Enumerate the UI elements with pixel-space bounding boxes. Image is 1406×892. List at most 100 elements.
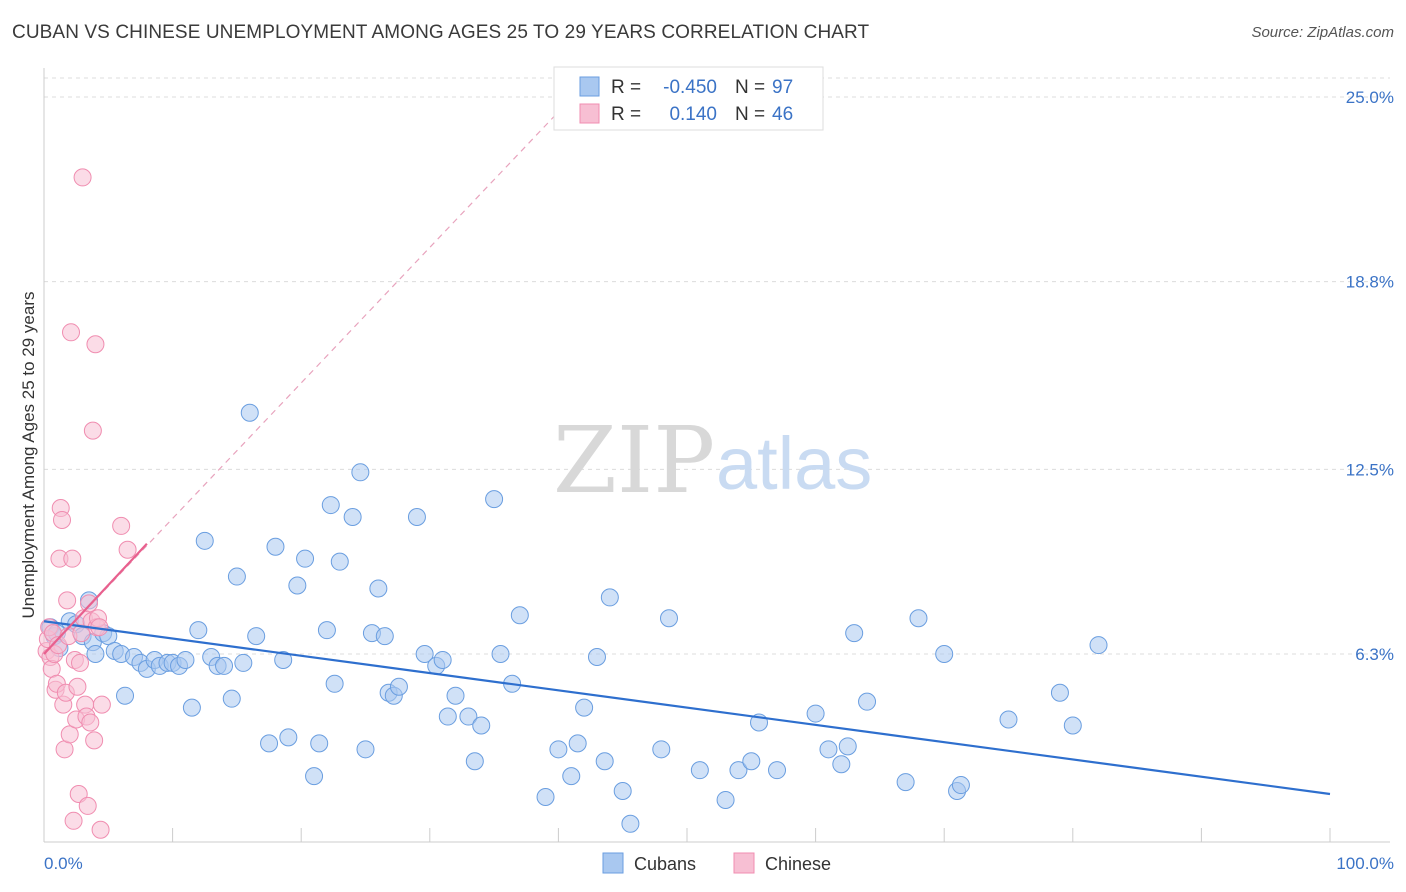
cuban-point — [536, 787, 555, 806]
trend-line-chinese — [43, 543, 148, 655]
chinese-point — [68, 677, 87, 696]
x-ticks — [172, 828, 1331, 842]
cuban-point — [896, 773, 915, 792]
y-tick-label: 25.0% — [1346, 88, 1394, 107]
cuban-point — [549, 740, 568, 759]
cuban-point — [407, 507, 426, 526]
cuban-point — [182, 698, 201, 717]
cuban-point — [215, 656, 234, 675]
cuban-point — [325, 674, 344, 693]
chinese-point — [86, 335, 105, 354]
legend-swatch-chinese — [579, 103, 600, 124]
watermark-zip: ZIP — [553, 407, 715, 514]
bottom-legend-label-chinese: Chinese — [765, 854, 831, 874]
cuban-point — [935, 645, 954, 663]
cuban-point — [433, 650, 452, 669]
cuban-point — [279, 728, 298, 747]
x-tick-label-min: 0.0% — [44, 854, 83, 873]
cuban-point — [305, 767, 324, 786]
legend-r-label-chinese: R = — [611, 104, 641, 125]
cuban-point — [1089, 636, 1108, 655]
chinese-point — [60, 725, 79, 744]
cuban-point — [240, 403, 259, 422]
cuban-point — [768, 761, 787, 780]
trend-line-cubans — [43, 620, 1331, 796]
cuban-point — [562, 767, 581, 786]
cuban-point — [1063, 716, 1082, 735]
cuban-point — [819, 740, 838, 759]
legend-r-value-cubans: -0.450 — [663, 77, 717, 98]
cuban-point — [742, 752, 761, 771]
cuban-point — [227, 567, 246, 586]
legend-r-label-cubans: R = — [611, 77, 641, 98]
chinese-point — [81, 713, 100, 732]
cuban-point — [274, 650, 293, 669]
cuban-point — [288, 576, 307, 595]
cuban-point — [472, 716, 491, 735]
source-credit: Source: ZipAtlas.com — [1251, 24, 1394, 41]
y-tick-label: 12.5% — [1346, 460, 1394, 479]
cuban-point — [806, 704, 825, 723]
chinese-point — [62, 323, 81, 342]
chinese-point — [92, 695, 111, 714]
cuban-point — [266, 537, 285, 556]
cuban-point — [613, 782, 632, 801]
cuban-point — [356, 740, 375, 759]
chinese-point — [73, 168, 92, 187]
cuban-point — [510, 606, 529, 625]
grid — [44, 77, 1390, 655]
series-cubans — [41, 403, 1108, 833]
cuban-point — [621, 814, 640, 833]
cuban-point — [951, 776, 970, 795]
cuban-point — [909, 609, 928, 628]
chinese-point — [91, 820, 110, 839]
cuban-point — [189, 621, 208, 640]
trend-lines — [43, 111, 1331, 796]
chinese-point — [78, 796, 97, 815]
cuban-point — [369, 579, 388, 598]
cuban-point — [343, 507, 362, 526]
legend-n-label-chinese: N = — [735, 104, 765, 125]
chinese-point — [118, 540, 137, 559]
cuban-point — [438, 707, 457, 726]
cuban-point — [234, 653, 253, 672]
chinese-point — [64, 811, 83, 830]
chart-title: CUBAN VS CHINESE UNEMPLOYMENT AMONG AGES… — [12, 22, 870, 43]
cuban-point — [729, 761, 748, 780]
series-chinese — [37, 168, 137, 839]
watermark-atlas: atlas — [716, 422, 872, 505]
cuban-point — [389, 677, 408, 696]
cuban-point — [485, 490, 504, 509]
cuban-point — [317, 621, 336, 640]
cuban-point — [690, 761, 709, 780]
chinese-point — [69, 784, 88, 803]
cuban-point — [832, 755, 851, 774]
cuban-point — [595, 752, 614, 771]
cuban-point — [222, 689, 241, 708]
chinese-point — [85, 731, 104, 750]
cuban-point — [652, 740, 671, 759]
cuban-point — [116, 686, 135, 705]
bottom-legend-swatch-chinese — [733, 852, 755, 874]
cuban-point — [446, 686, 465, 705]
legend-r-value-chinese: 0.140 — [669, 104, 717, 125]
cuban-point — [375, 627, 394, 646]
bottom-legend: Cubans Chinese — [602, 852, 831, 874]
legend-n-label-cubans: N = — [735, 77, 765, 98]
cuban-point — [845, 624, 864, 643]
y-tick-label: 18.8% — [1346, 273, 1394, 292]
cuban-point — [321, 496, 340, 515]
bottom-legend-label-cubans: Cubans — [634, 854, 696, 874]
x-tick-label-max: 100.0% — [1336, 854, 1394, 873]
cuban-point — [491, 645, 510, 663]
cuban-point — [568, 734, 587, 753]
cuban-point — [296, 549, 315, 568]
chinese-point — [53, 510, 72, 529]
y-axis-title: Unemployment Among Ages 25 to 29 years — [19, 292, 38, 619]
cuban-point — [459, 707, 478, 726]
cuban-point — [465, 752, 484, 771]
cuban-point — [600, 588, 619, 607]
cuban-point — [838, 737, 857, 756]
legend-swatch-cubans — [579, 76, 600, 97]
